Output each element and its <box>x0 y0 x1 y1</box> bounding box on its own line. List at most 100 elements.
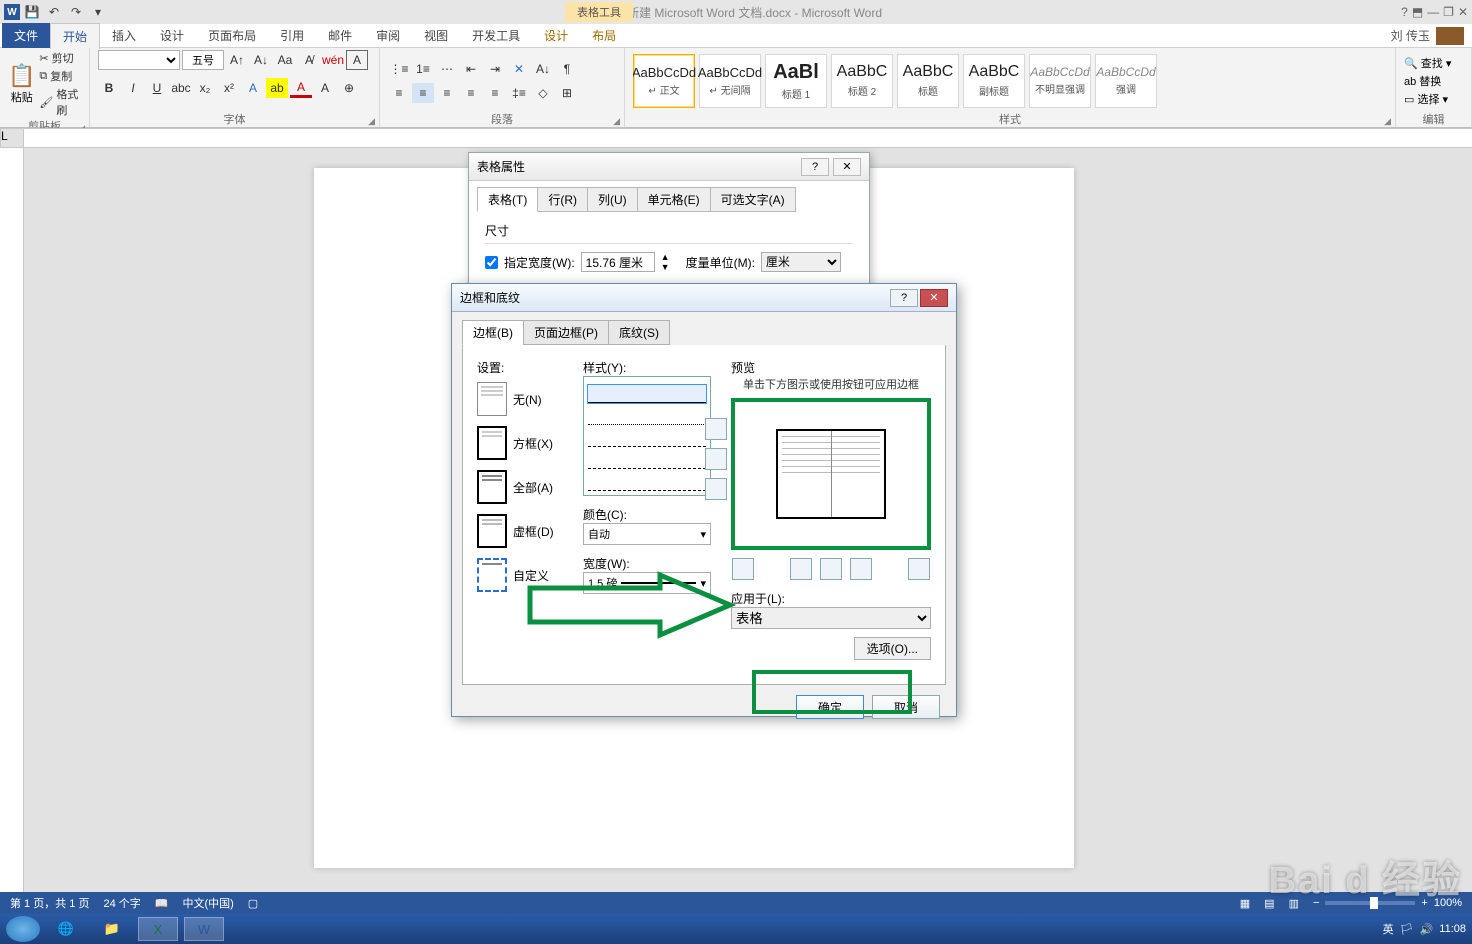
font-color-icon[interactable]: A <box>290 78 312 98</box>
tab-mailings[interactable]: 邮件 <box>316 23 364 48</box>
select-button[interactable]: ▭ 选择 ▾ <box>1404 91 1451 107</box>
tab-insert[interactable]: 插入 <box>100 23 148 48</box>
dialog-titlebar[interactable]: 表格属性 ? ✕ <box>469 153 869 181</box>
taskbar-browser-icon[interactable]: 🌐 <box>46 917 86 941</box>
cancel-button[interactable]: 取消 <box>872 695 940 719</box>
taskbar-explorer-icon[interactable]: 📁 <box>92 917 132 941</box>
border-diag1-button[interactable] <box>732 558 754 580</box>
tab-developer[interactable]: 开发工具 <box>460 23 532 48</box>
user-account[interactable]: 刘 传玉 <box>1391 27 1464 45</box>
style-item[interactable]: AaBbC标题 <box>897 54 959 108</box>
tab-home[interactable]: 开始 <box>50 23 100 49</box>
bold-icon[interactable]: B <box>98 78 120 98</box>
qat-more-icon[interactable]: ▾ <box>88 2 108 22</box>
border-diag2-button[interactable] <box>908 558 930 580</box>
word-count[interactable]: 24 个字 <box>103 895 140 911</box>
text-effects-icon[interactable]: A <box>242 78 264 98</box>
show-marks-icon[interactable]: ¶ <box>556 59 578 79</box>
style-item[interactable]: AaBl标题 1 <box>765 54 827 108</box>
launcher-icon[interactable]: ◢ <box>368 116 375 127</box>
style-item[interactable]: AaBbC标题 2 <box>831 54 893 108</box>
char-shading-icon[interactable]: A <box>314 78 336 98</box>
setting-none[interactable]: 无(N) <box>477 382 565 416</box>
tab-file[interactable]: 文件 <box>2 23 50 48</box>
view-print-icon[interactable]: ▦ <box>1240 897 1250 910</box>
spinner-up-icon[interactable]: ▲ <box>661 252 670 262</box>
font-size-select[interactable] <box>182 50 224 70</box>
color-select[interactable]: 自动▾ <box>583 523 711 545</box>
help-button[interactable]: ? <box>890 289 918 307</box>
help-icon[interactable]: ? <box>1401 5 1408 19</box>
tray-flag-icon[interactable]: 🏳 <box>1400 923 1414 936</box>
change-case-icon[interactable]: Aa <box>274 50 296 70</box>
tab-view[interactable]: 视图 <box>412 23 460 48</box>
replace-button[interactable]: ab 替换 <box>1404 73 1451 89</box>
start-button[interactable] <box>6 916 40 942</box>
phonetic-icon[interactable]: wén <box>322 50 344 70</box>
width-select[interactable]: 1.5 磅▾ <box>583 572 711 594</box>
style-item[interactable]: AaBbC副标题 <box>963 54 1025 108</box>
close-button[interactable]: ✕ <box>833 158 861 176</box>
line-spacing-icon[interactable]: ‡≡ <box>508 83 530 103</box>
tab-table[interactable]: 表格(T) <box>477 187 538 212</box>
border-bottom-button[interactable] <box>705 478 727 500</box>
char-border-icon[interactable]: ⊕ <box>338 78 360 98</box>
format-painter-button[interactable]: 🖌格式刷 <box>39 86 81 118</box>
tab-shading[interactable]: 底纹(S) <box>608 320 670 345</box>
copy-button[interactable]: ⧉复制 <box>39 68 81 84</box>
setting-box[interactable]: 方框(X) <box>477 426 565 460</box>
highlight-icon[interactable]: ab <box>266 78 288 98</box>
subscript-icon[interactable]: x₂ <box>194 78 216 98</box>
options-button[interactable]: 选项(O)... <box>854 637 931 660</box>
ribbon-collapse-icon[interactable]: ⬒ <box>1412 5 1423 19</box>
ruler-horizontal[interactable]: L <box>0 128 1472 148</box>
setting-custom[interactable]: 自定义 <box>477 558 565 592</box>
asian-layout-icon[interactable]: ✕ <box>508 59 530 79</box>
page-indicator[interactable]: 第 1 页，共 1 页 <box>10 895 89 911</box>
launcher-icon[interactable]: ◢ <box>1384 116 1391 127</box>
line-style-list[interactable] <box>583 376 711 496</box>
bullets-icon[interactable]: ⋮≡ <box>388 59 410 79</box>
align-center-icon[interactable]: ≡ <box>412 83 434 103</box>
tray-time[interactable]: 11:08 <box>1439 923 1466 935</box>
tab-borders[interactable]: 边框(B) <box>462 320 524 345</box>
border-right-button[interactable] <box>850 558 872 580</box>
paste-icon[interactable]: 📋 <box>8 63 35 89</box>
borders-icon[interactable]: ⊞ <box>556 83 578 103</box>
border-vmiddle-button[interactable] <box>820 558 842 580</box>
apply-select[interactable]: 表格 <box>731 607 931 629</box>
strike-icon[interactable]: abc <box>170 78 192 98</box>
restore-icon[interactable]: ❐ <box>1443 5 1454 19</box>
tab-review[interactable]: 审阅 <box>364 23 412 48</box>
border-hmiddle-button[interactable] <box>705 448 727 470</box>
find-button[interactable]: 🔍 查找 ▾ <box>1404 55 1451 71</box>
specify-width-checkbox[interactable] <box>485 256 498 269</box>
align-right-icon[interactable]: ≡ <box>436 83 458 103</box>
indent-inc-icon[interactable]: ⇥ <box>484 59 506 79</box>
superscript-icon[interactable]: x² <box>218 78 240 98</box>
tab-pagelayout[interactable]: 页面布局 <box>196 23 268 48</box>
close-button[interactable]: ✕ <box>920 289 948 307</box>
preview-table[interactable] <box>776 429 886 519</box>
tab-table-design[interactable]: 设计 <box>532 23 580 48</box>
macro-icon[interactable]: ▢ <box>248 897 258 910</box>
tab-alttext[interactable]: 可选文字(A) <box>710 187 796 212</box>
sort-icon[interactable]: A↓ <box>532 59 554 79</box>
justify-icon[interactable]: ≡ <box>460 83 482 103</box>
border-top-button[interactable] <box>705 418 727 440</box>
unit-select[interactable]: 厘米 <box>761 252 841 272</box>
style-item[interactable]: AaBbCcDd↵ 正文 <box>633 54 695 108</box>
taskbar-excel-icon[interactable]: X <box>138 917 178 941</box>
language-indicator[interactable]: 中文(中国) <box>182 895 233 911</box>
indent-dec-icon[interactable]: ⇤ <box>460 59 482 79</box>
font-family-select[interactable] <box>98 50 180 70</box>
minimize-icon[interactable]: — <box>1427 5 1439 19</box>
help-button[interactable]: ? <box>801 158 829 176</box>
cut-button[interactable]: ✂剪切 <box>39 50 81 66</box>
shrink-font-icon[interactable]: A↓ <box>250 50 272 70</box>
setting-grid[interactable]: 虚框(D) <box>477 514 565 548</box>
taskbar-word-icon[interactable]: W <box>184 917 224 941</box>
setting-all[interactable]: 全部(A) <box>477 470 565 504</box>
redo-icon[interactable]: ↷ <box>66 2 86 22</box>
underline-icon[interactable]: U <box>146 78 168 98</box>
